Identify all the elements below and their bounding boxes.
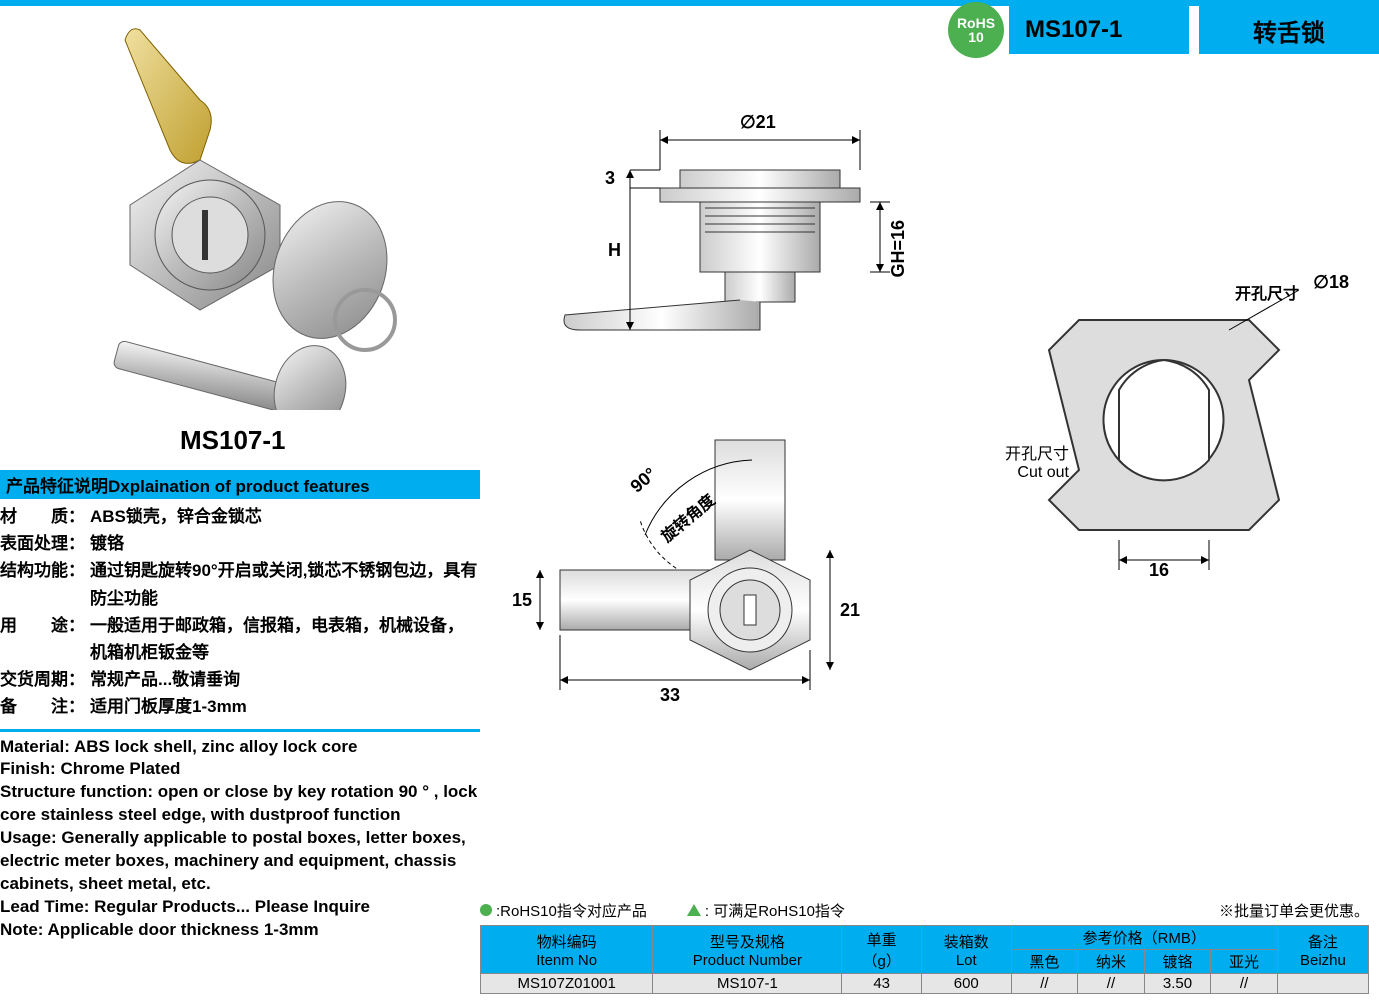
legend-tri-text: : 可满足RoHS10指令 [705, 903, 845, 920]
en-material: Material: ABS lock shell, zinc alloy loc… [0, 736, 480, 759]
cutout-label-top: 开孔尺寸 [1235, 280, 1299, 304]
table-legend: :RoHS10指令对应产品 : 可满足RoHS10指令 ※批量订单会更优惠。 [480, 900, 1369, 921]
cell-black: // [1011, 974, 1078, 994]
legend-tri-item: : 可满足RoHS10指令 [687, 900, 845, 921]
header-category: 转舌锁 [1199, 6, 1379, 54]
cell-item-no: MS107Z01001 [481, 974, 653, 994]
header-model: MS107-1 [1009, 6, 1189, 54]
en-structure: Structure function: open or close by key… [0, 781, 480, 827]
cn-material-label: 材 质： [0, 503, 90, 530]
dim-body-len: 33 [660, 685, 680, 706]
cell-matte: // [1211, 974, 1278, 994]
header-gap [1189, 6, 1199, 54]
cn-leadtime-label: 交货周期： [0, 666, 90, 693]
cn-usage-label: 用 途： [0, 612, 90, 666]
rohs-text2: 10 [968, 30, 984, 44]
th-lot: 装箱数Lot [921, 926, 1011, 974]
dim-diameter-top: ∅21 [740, 112, 776, 133]
cn-note: 适用门板厚度1-3mm [90, 693, 480, 720]
cn-finish-label: 表面处理： [0, 530, 90, 557]
table-row: MS107Z01001 MS107-1 43 600 // // 3.50 // [481, 974, 1369, 994]
dot-icon [480, 904, 492, 916]
divider [0, 729, 480, 732]
triangle-icon [687, 904, 701, 916]
features-en: Material: ABS lock shell, zinc alloy loc… [0, 736, 480, 942]
th-product-no: 型号及规格Product Number [653, 926, 842, 974]
th-matte: 亚光 [1211, 950, 1278, 974]
cell-product-no: MS107-1 [653, 974, 842, 994]
th-price: 参考价格（RMB） [1011, 926, 1277, 950]
legend-dot-item: :RoHS10指令对应产品 [480, 900, 647, 921]
cell-remark [1277, 974, 1368, 994]
rohs-icon: RoHS 10 [948, 2, 1004, 58]
cn-structure: 通过钥匙旋转90°开启或关闭,锁芯不锈钢包边，具有防尘功能 [90, 557, 480, 611]
en-leadtime: Lead Time: Regular Products... Please In… [0, 896, 480, 919]
cell-nano: // [1078, 974, 1145, 994]
legend-note: ※批量订单会更优惠。 [1219, 900, 1369, 921]
cn-structure-label: 结构功能： [0, 557, 90, 611]
rohs-text1: RoHS [957, 16, 995, 30]
cn-finish: 镀铬 [90, 530, 480, 557]
dim-height: H [608, 240, 621, 261]
dim-head-d: 21 [840, 600, 860, 621]
cn-usage: 一般适用于邮政箱，信报箱，电表箱，机械设备，机箱机柜钣金等 [90, 612, 480, 666]
features-cn: 材 质：ABS锁壳，锌合金锁芯 表面处理：镀铬 结构功能：通过钥匙旋转90°开启… [0, 499, 480, 725]
header-right: RoHS 10 MS107-1 转舌锁 [943, 6, 1379, 54]
dim-gh: GH=16 [888, 220, 909, 278]
cell-chrome: 3.50 [1144, 974, 1211, 994]
th-remark: 备注Beizhu [1277, 926, 1368, 974]
cutout-side-en: Cut out [969, 464, 1069, 482]
cutout-label-side: 开孔尺寸 Cut out [969, 440, 1069, 482]
product-label: MS107-1 [180, 425, 286, 456]
cn-note-label: 备 注： [0, 693, 90, 720]
product-photo [80, 10, 460, 410]
cutout-diagram: 开孔尺寸 ∅18 开孔尺寸 Cut out 16 [999, 260, 1339, 600]
legend-dot-text: :RoHS10指令对应产品 [496, 903, 647, 920]
en-usage: Usage: Generally applicable to postal bo… [0, 827, 480, 896]
th-item-no: 物料编码Itenm No [481, 926, 653, 974]
th-black: 黑色 [1011, 950, 1078, 974]
en-note: Note: Applicable door thickness 1-3mm [0, 919, 480, 942]
spec-table: 物料编码Itenm No 型号及规格Product Number 单重（g） 装… [480, 925, 1369, 994]
cutout-width: 16 [1149, 560, 1169, 581]
cn-material: ABS锁壳，锌合金锁芯 [90, 503, 480, 530]
cn-leadtime: 常规产品...敬请垂询 [90, 666, 480, 693]
diagram-front-view: 90° 旋转角度 15 33 21 [500, 420, 920, 720]
spec-table-area: :RoHS10指令对应产品 : 可满足RoHS10指令 ※批量订单会更优惠。 物… [480, 900, 1369, 994]
dim-flange-h: 3 [605, 168, 615, 189]
diagram-area: ∅21 3 H GH=16 90° 旋转角度 15 33 21 [500, 100, 920, 800]
features-title: 产品特征说明Dxplaination of product features [0, 470, 480, 499]
th-nano: 纳米 [1078, 950, 1145, 974]
dim-cam-h: 15 [512, 590, 532, 611]
cutout-diameter: ∅18 [1313, 272, 1349, 293]
diagram-side-view: ∅21 3 H GH=16 [500, 100, 920, 380]
features-box: 产品特征说明Dxplaination of product features 材… [0, 470, 480, 942]
cell-weight: 43 [842, 974, 921, 994]
th-weight: 单重（g） [842, 926, 921, 974]
en-finish: Finish: Chrome Plated [0, 758, 480, 781]
rohs-badge: RoHS 10 [943, 6, 1009, 54]
cutout-side-cn: 开孔尺寸 [969, 440, 1069, 464]
th-chrome: 镀铬 [1144, 950, 1211, 974]
cell-lot: 600 [921, 974, 1011, 994]
